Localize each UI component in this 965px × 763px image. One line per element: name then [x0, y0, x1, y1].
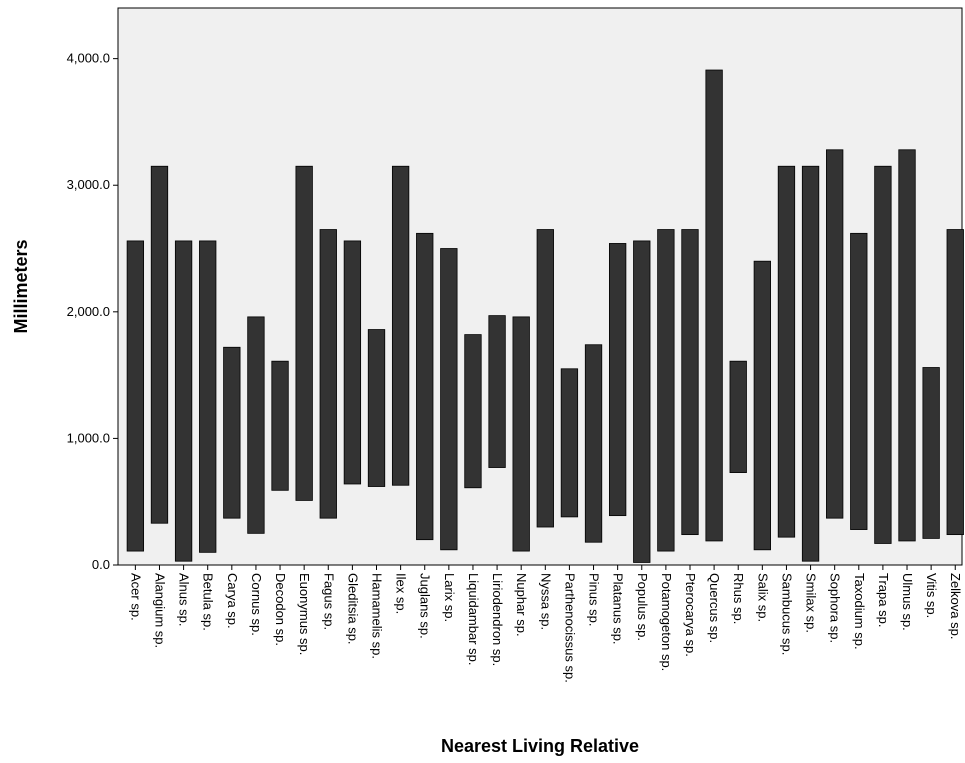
- x-tick-label: Smilax sp.: [804, 573, 819, 633]
- x-tick-label: Vitis sp.: [924, 573, 939, 618]
- x-tick-label: Alnus sp.: [177, 573, 192, 626]
- bar: [489, 316, 506, 468]
- x-tick-label: Taxodium sp.: [852, 573, 867, 650]
- bar: [224, 347, 241, 518]
- x-tick-label: Populus sp.: [635, 573, 650, 641]
- x-tick-label: Pinus sp.: [587, 573, 602, 626]
- y-tick-label: 2,000.0: [67, 304, 110, 319]
- bar: [875, 166, 892, 543]
- bar: [127, 241, 144, 551]
- bar: [416, 233, 433, 539]
- bar: [272, 361, 289, 490]
- bar: [585, 345, 602, 542]
- bar: [923, 368, 940, 539]
- x-tick-label: Sophora sp.: [828, 573, 843, 643]
- bar: [537, 230, 554, 527]
- x-tick-label: Gleditsia sp.: [345, 573, 360, 645]
- y-tick-label: 4,000.0: [67, 51, 110, 66]
- x-tick-label: Juglans sp.: [418, 573, 433, 639]
- x-tick-label: Liriodendron sp.: [490, 573, 505, 666]
- x-tick-label: Sambucus sp.: [779, 573, 794, 655]
- x-tick-label: Hamamelis sp.: [370, 573, 385, 659]
- y-axis-title: Millimeters: [11, 239, 31, 333]
- bar: [368, 330, 385, 487]
- bar: [706, 70, 723, 541]
- x-tick-label: Cornus sp.: [249, 573, 264, 636]
- x-tick-label: Larix sp.: [442, 573, 457, 622]
- bar: [441, 249, 458, 550]
- bar: [899, 150, 916, 541]
- x-tick-label: Platanus sp.: [611, 573, 626, 645]
- bar: [826, 150, 843, 518]
- x-tick-label: Rhus sp.: [731, 573, 746, 624]
- bar: [344, 241, 361, 484]
- bar: [658, 230, 675, 552]
- x-tick-label: Nyssa sp.: [538, 573, 553, 630]
- x-tick-label: Euonymus sp.: [297, 573, 312, 655]
- x-tick-label: Betula sp.: [201, 573, 216, 631]
- y-tick-label: 1,000.0: [67, 430, 110, 445]
- x-tick-label: Zelkova sp.: [948, 573, 963, 639]
- x-tick-label: Pterocarya sp.: [683, 573, 698, 657]
- x-tick-label: Parthenocissus sp.: [562, 573, 577, 683]
- bar: [248, 317, 265, 533]
- x-tick-label: Potamogeton sp.: [659, 573, 674, 671]
- bar: [851, 233, 868, 529]
- bar: [513, 317, 530, 551]
- bar: [175, 241, 192, 561]
- bar: [802, 166, 819, 561]
- bar: [465, 335, 482, 488]
- bar: [634, 241, 651, 563]
- x-tick-label: Fagus sp.: [321, 573, 336, 630]
- bar: [754, 261, 771, 550]
- y-tick-label: 0.0: [92, 557, 110, 572]
- bar: [947, 230, 964, 535]
- x-tick-label: Alangium sp.: [152, 573, 167, 648]
- x-tick-label: Nuphar sp.: [514, 573, 529, 637]
- x-tick-label: Trapa sp.: [876, 573, 891, 627]
- bar: [199, 241, 216, 552]
- x-tick-label: Liquidambar sp.: [466, 573, 481, 666]
- x-tick-label: Quercus sp.: [707, 573, 722, 643]
- y-tick-label: 3,000.0: [67, 177, 110, 192]
- x-axis-title: Nearest Living Relative: [441, 736, 639, 756]
- bar: [682, 230, 699, 535]
- bar: [561, 369, 578, 517]
- bar: [778, 166, 795, 537]
- x-tick-label: Decodon sp.: [273, 573, 288, 646]
- y-ticks-group: 0.0 1,000.0 2,000.0 3,000.0 4,000.0: [67, 51, 118, 572]
- bar: [392, 166, 409, 485]
- x-tick-label: Salix sp.: [755, 573, 770, 622]
- bar: [151, 166, 168, 523]
- x-ticks-group: Acer sp. Alangium sp. Alnus sp. Betula sp. C…: [128, 565, 963, 683]
- x-tick-label: Acer sp.: [128, 573, 143, 621]
- bar: [320, 230, 337, 519]
- bar: [730, 361, 747, 472]
- x-tick-label: Ilex sp.: [394, 573, 409, 614]
- bar: [296, 166, 313, 500]
- x-tick-label: Ulmus sp.: [900, 573, 915, 631]
- bar: [609, 243, 626, 515]
- x-tick-label: Carya sp.: [225, 573, 240, 629]
